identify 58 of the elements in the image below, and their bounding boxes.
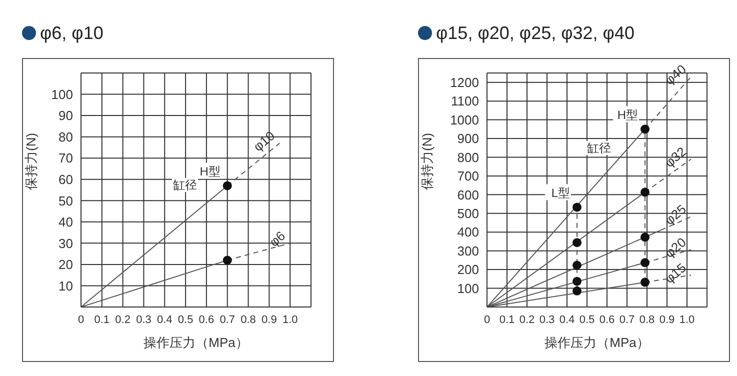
- annotation: L型: [551, 186, 570, 200]
- annotation: 缸径: [586, 141, 612, 155]
- y-tick-label: 400: [457, 224, 479, 240]
- text: φ6: [266, 228, 288, 250]
- y-tick-label: 900: [457, 131, 479, 146]
- x-tick-label: 0: [484, 314, 490, 326]
- x-tick-label: 0.7: [220, 314, 236, 326]
- x-tick-label: 0.4: [156, 314, 172, 326]
- y-tick-label: 1100: [451, 94, 479, 109]
- x-tick-label: 0.9: [262, 314, 277, 326]
- annotation: 缸径: [172, 178, 198, 192]
- x-axis-title: 操作压力（MPa）: [544, 335, 650, 350]
- x-tick-label: 0.3: [136, 314, 152, 326]
- y-tick-label: 1200: [450, 74, 479, 90]
- x-tick-label: 0: [78, 314, 84, 326]
- y-tick-label: 500: [457, 206, 479, 222]
- x-tick-label: 0.6: [599, 314, 615, 326]
- x-tick-label: 0.8: [240, 314, 256, 326]
- text: φ10: [250, 128, 278, 154]
- y-tick-label: 1000: [450, 112, 479, 128]
- x-tick-label: 1.0: [282, 314, 298, 326]
- annotation: H型: [617, 108, 638, 122]
- x-tick-label: 0.1: [94, 314, 110, 326]
- y-tick-label: 800: [457, 150, 479, 165]
- x-tick-label: 0.8: [639, 314, 655, 326]
- y-tick-label: 200: [457, 262, 479, 278]
- x-tick-label: 0.6: [198, 314, 214, 326]
- y-tick-label: 60: [58, 172, 73, 187]
- x-tick-label: 0.5: [579, 314, 595, 326]
- y-tick-label: 80: [58, 129, 73, 144]
- text: φ32: [662, 144, 689, 170]
- x-tick-label: 1.0: [679, 314, 695, 326]
- y-tick-label: 100: [51, 86, 73, 102]
- y-tick-label: 700: [457, 168, 479, 184]
- y-tick-label: 20: [58, 257, 73, 272]
- x-tick-label: 0.9: [659, 314, 675, 326]
- y-tick-label: 600: [457, 187, 479, 202]
- y-tick-label: 90: [58, 108, 73, 124]
- x-tick-label: 0.3: [539, 314, 555, 326]
- x-tick-label: 0.1: [499, 314, 515, 326]
- x-tick-label: 0.2: [519, 314, 535, 326]
- y-tick-label: 40: [58, 214, 73, 230]
- x-tick-label: 0.4: [559, 314, 575, 326]
- y-tick-label: 50: [58, 193, 73, 208]
- y-axis-title: 保持力(N): [420, 132, 435, 190]
- chart-title: φ6, φ10: [40, 22, 104, 44]
- x-axis-title: 操作压力（MPa）: [144, 335, 248, 350]
- x-tick-label: 0.5: [178, 314, 194, 326]
- y-tick-label: 70: [58, 150, 73, 166]
- y-tick-label: 300: [457, 243, 479, 258]
- x-tick-label: 0.2: [115, 314, 130, 326]
- y-tick-label: 10: [58, 278, 73, 294]
- chart-title: φ15, φ20, φ25, φ32, φ40: [436, 22, 634, 44]
- y-tick-label: 30: [58, 236, 73, 251]
- y-tick-label: 100: [457, 280, 479, 296]
- y-axis-title: 保持力(N): [24, 132, 39, 190]
- annotation: H型: [200, 164, 220, 179]
- x-tick-label: 0.7: [619, 314, 635, 326]
